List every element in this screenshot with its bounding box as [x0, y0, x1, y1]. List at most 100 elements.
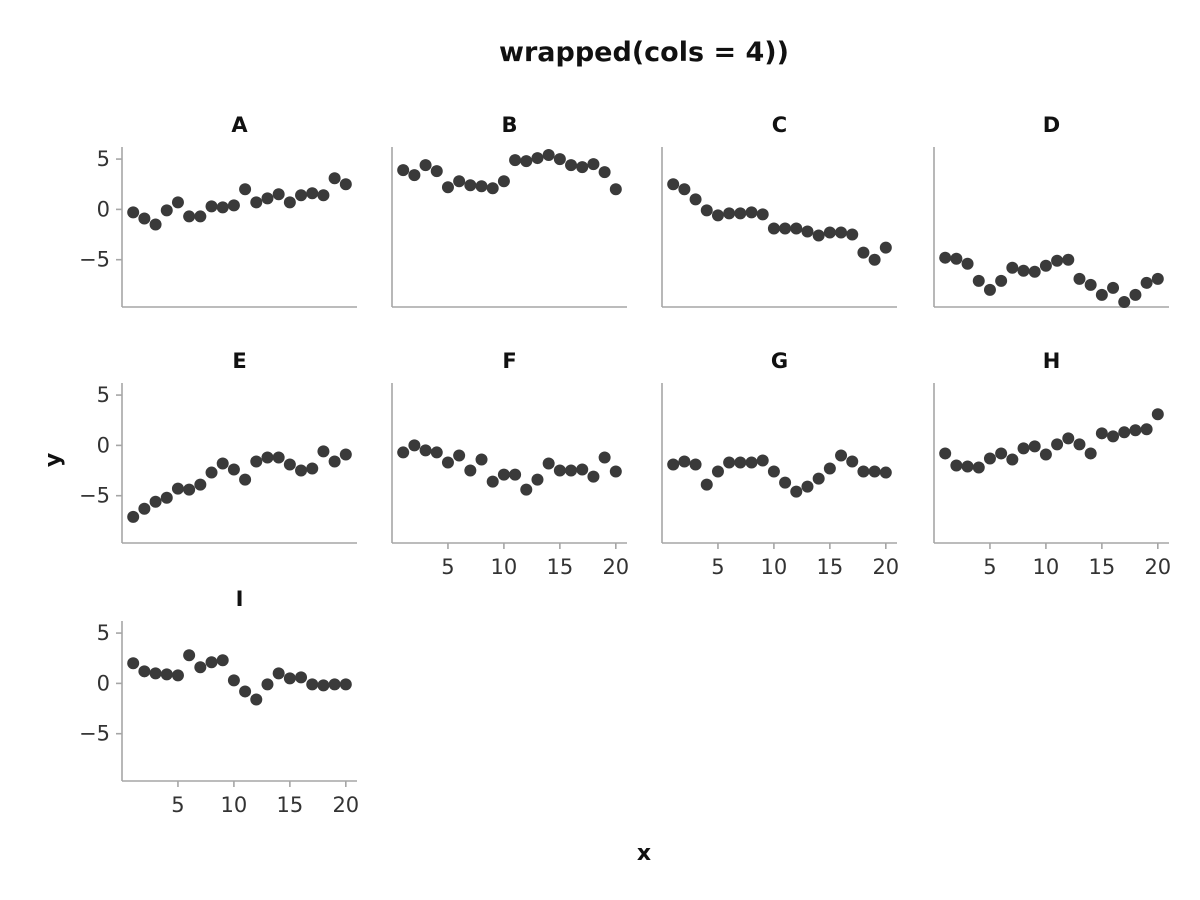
- data-point: [441, 456, 454, 469]
- panel-c: C: [661, 113, 897, 308]
- data-point: [239, 685, 252, 698]
- data-point: [272, 667, 285, 680]
- data-point: [227, 463, 240, 476]
- data-point: [171, 196, 184, 209]
- data-point: [464, 464, 477, 477]
- data-point: [149, 667, 162, 680]
- data-point: [767, 222, 780, 235]
- data-point: [609, 183, 622, 196]
- data-point: [1118, 295, 1131, 308]
- data-point: [183, 210, 196, 223]
- data-point: [441, 181, 454, 194]
- data-point: [306, 462, 319, 475]
- x-tick-label: 10: [761, 555, 788, 579]
- data-point: [812, 472, 825, 485]
- data-point: [689, 458, 702, 471]
- data-point: [171, 482, 184, 495]
- data-point: [734, 456, 747, 469]
- data-point: [1039, 259, 1052, 272]
- panel-i: I 5 0 −5 5 10 15 20: [79, 587, 359, 817]
- data-point: [227, 199, 240, 212]
- data-point: [520, 483, 533, 496]
- x-tick-label: 10: [491, 555, 518, 579]
- data-point: [1028, 440, 1041, 453]
- x-tick-label: 10: [221, 793, 248, 817]
- x-tick-label: 15: [276, 793, 303, 817]
- data-point: [801, 225, 814, 238]
- data-point: [779, 222, 792, 235]
- data-point: [205, 200, 218, 213]
- data-point: [745, 206, 758, 219]
- data-point: [745, 456, 758, 469]
- data-point: [261, 192, 274, 205]
- data-point: [542, 149, 555, 162]
- data-point: [700, 478, 713, 491]
- data-point: [1095, 427, 1108, 440]
- data-point: [295, 671, 308, 684]
- data-point: [430, 165, 443, 178]
- data-point: [801, 480, 814, 493]
- data-point: [272, 188, 285, 201]
- data-point: [868, 253, 881, 266]
- data-point: [790, 222, 803, 235]
- data-point: [723, 456, 736, 469]
- data-point: [149, 218, 162, 231]
- data-point: [339, 678, 352, 691]
- data-point: [756, 454, 769, 467]
- x-tick-label: 5: [441, 555, 454, 579]
- panel-h: H 5 10 15 20: [933, 349, 1171, 579]
- data-point: [408, 439, 421, 452]
- data-point: [397, 446, 410, 459]
- data-point: [216, 201, 229, 214]
- data-point: [576, 161, 589, 174]
- data-point: [950, 252, 963, 265]
- data-point: [1095, 288, 1108, 301]
- data-point: [1039, 448, 1052, 461]
- data-point: [317, 189, 330, 202]
- data-point: [868, 465, 881, 478]
- data-point: [734, 207, 747, 220]
- data-point: [339, 178, 352, 191]
- data-point: [475, 180, 488, 193]
- data-point: [531, 473, 544, 486]
- data-point: [689, 193, 702, 206]
- data-point: [205, 466, 218, 479]
- data-point: [879, 241, 892, 254]
- data-point: [250, 196, 263, 209]
- data-point: [879, 466, 892, 479]
- data-point: [183, 649, 196, 662]
- x-tick-label: 5: [171, 793, 184, 817]
- data-point: [239, 183, 252, 196]
- x-axis-label: x: [637, 841, 651, 866]
- data-point: [983, 452, 996, 465]
- x-tick-label: 5: [711, 555, 724, 579]
- data-point: [1073, 438, 1086, 451]
- y-tick-label: 5: [97, 621, 110, 645]
- data-point: [756, 208, 769, 221]
- data-point: [983, 283, 996, 296]
- data-point: [160, 491, 173, 504]
- chart-title: wrapped(cols = 4)): [499, 37, 789, 68]
- data-point: [408, 169, 421, 182]
- data-point: [283, 672, 296, 685]
- data-point: [430, 446, 443, 459]
- data-point: [823, 462, 836, 475]
- data-point: [678, 455, 691, 468]
- data-point: [711, 465, 724, 478]
- x-tick-label: 20: [332, 793, 359, 817]
- data-point: [542, 457, 555, 470]
- data-point: [667, 178, 680, 191]
- data-point: [520, 155, 533, 168]
- data-point: [678, 183, 691, 196]
- data-point: [486, 475, 499, 488]
- data-point: [1051, 438, 1064, 451]
- data-point: [1017, 264, 1030, 277]
- x-tick-label: 20: [1144, 555, 1171, 579]
- data-point: [171, 669, 184, 682]
- panel-d: D: [933, 113, 1169, 308]
- data-point: [1017, 442, 1030, 455]
- data-point: [1129, 424, 1142, 437]
- data-point: [464, 179, 477, 192]
- data-point: [261, 678, 274, 691]
- panel-title: B: [501, 113, 517, 137]
